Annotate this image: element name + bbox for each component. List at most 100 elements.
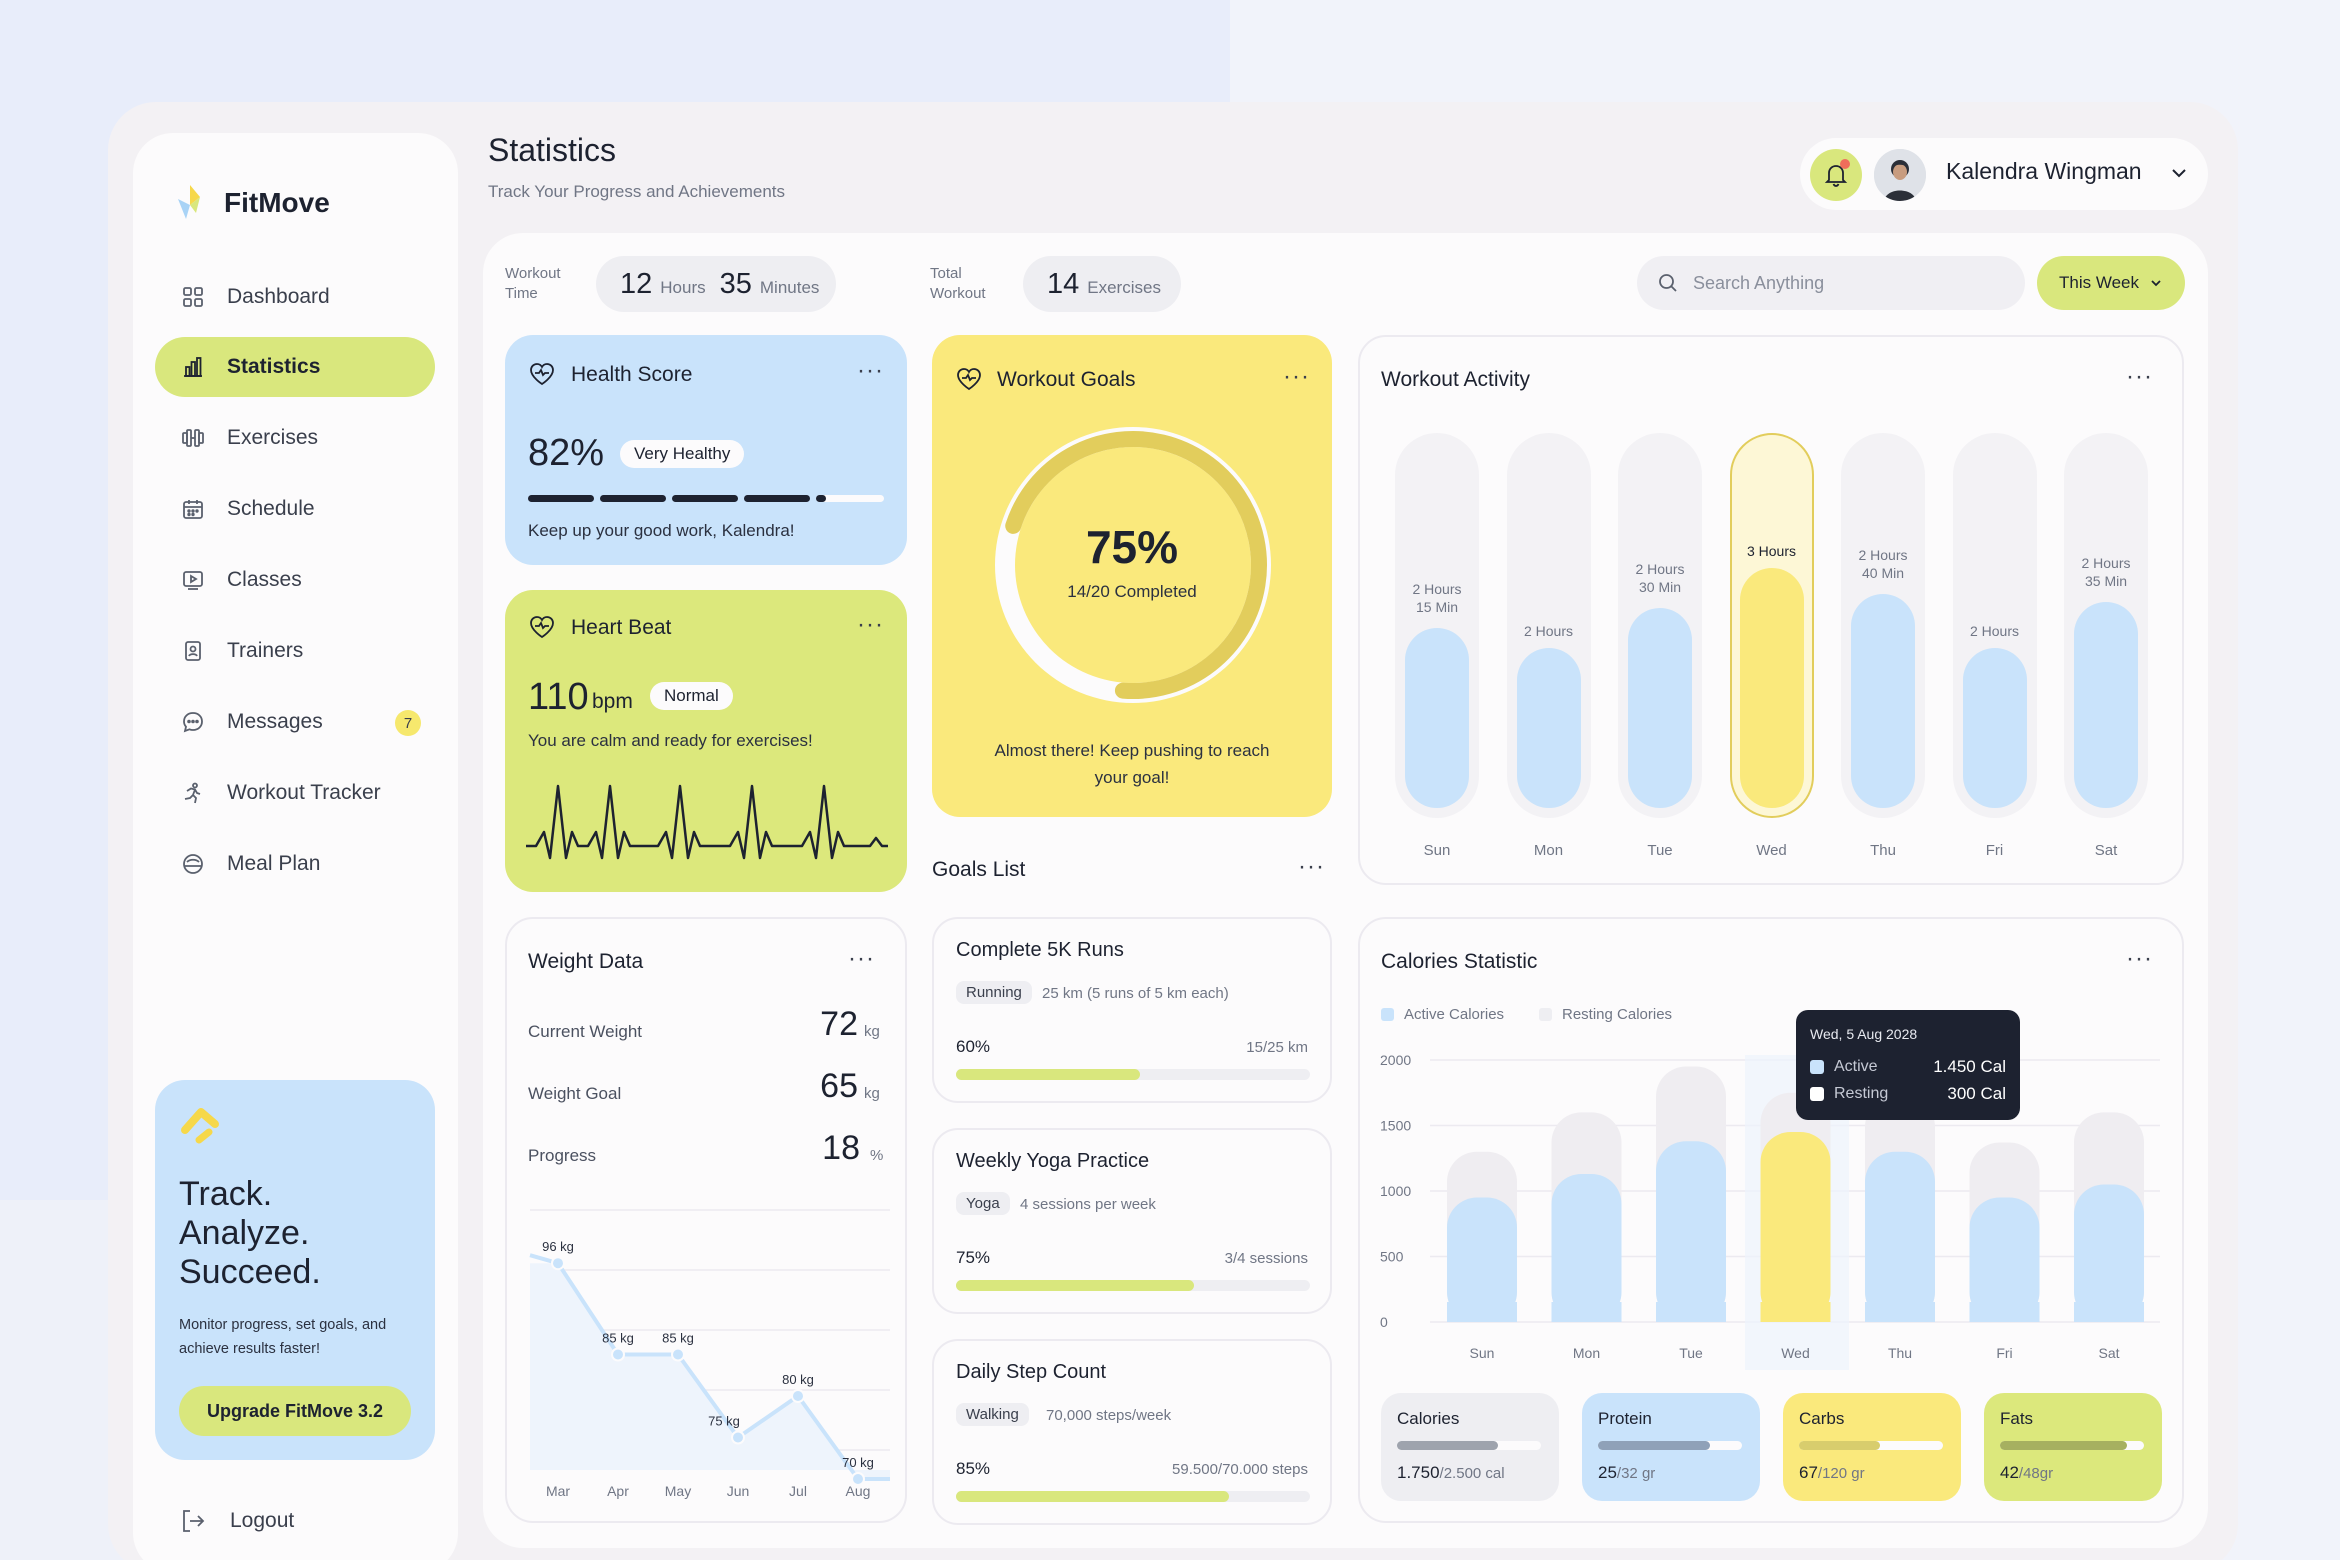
goal-progress-track — [956, 1280, 1310, 1291]
upgrade-button[interactable]: Upgrade FitMove 3.2 — [179, 1386, 411, 1436]
sidebar-item-dashboard[interactable]: Dashboard — [155, 267, 435, 327]
avatar[interactable] — [1874, 149, 1926, 201]
page-title: Statistics — [488, 132, 617, 168]
app-logo[interactable]: FitMove — [170, 183, 330, 223]
tooltip-resting-value: 300 Cal — [1947, 1084, 2006, 1103]
activity-day-label: Sun — [1423, 842, 1451, 859]
weight-goal-value: 65 — [820, 1067, 858, 1105]
sidebar-item-trainers[interactable]: Trainers — [155, 621, 435, 681]
weight-line — [529, 1253, 890, 1481]
sidebar-item-messages[interactable]: Messages 7 — [155, 692, 435, 752]
macro-name: Fats — [2000, 1409, 2034, 1428]
macro-card-protein[interactable]: Protein 25/32 gr — [1582, 1393, 1760, 1501]
x-axis-label: May — [665, 1483, 691, 1499]
macro-card-calories[interactable]: Calories 1.750/2.500 cal — [1381, 1393, 1559, 1501]
legend-swatch-active — [1381, 1008, 1394, 1021]
weight-point — [731, 1430, 745, 1445]
sidebar-item-schedule[interactable]: Schedule — [155, 479, 435, 539]
active-bar — [1656, 1141, 1726, 1322]
more-icon[interactable]: ··· — [2126, 945, 2153, 972]
more-icon[interactable]: ··· — [1298, 853, 1325, 880]
activity-bar — [1628, 608, 1692, 808]
fitmove-logo-icon — [178, 185, 200, 219]
promo-title: Track. Analyze. Succeed. — [179, 1175, 321, 1291]
calories-tooltip: Wed, 5 Aug 2028 Active 1.450 Cal Resting… — [1796, 1010, 2020, 1120]
health-segment — [672, 495, 738, 502]
sidebar-item-workout-tracker[interactable]: Workout Tracker — [155, 763, 435, 823]
active-bar-base — [1447, 1302, 1517, 1322]
sidebar-item-meal-plan[interactable]: Meal Plan — [155, 834, 435, 894]
heartbeat-wave — [526, 784, 888, 860]
sidebar-item-label: Dashboard — [227, 285, 330, 308]
legend-active: Active Calories — [1404, 1006, 1505, 1023]
more-icon[interactable]: ··· — [848, 945, 875, 972]
app-name: FitMove — [224, 187, 330, 218]
y-axis-label: 1500 — [1380, 1118, 1411, 1134]
workout-goals-title: Workout Goals — [997, 368, 1136, 391]
more-icon[interactable]: ··· — [857, 611, 884, 638]
active-bar-base — [2074, 1302, 2144, 1322]
user-menu[interactable]: Kalendra Wingman — [1800, 138, 2208, 210]
logout-button[interactable]: Logout — [180, 1508, 294, 1534]
goal-progress-text: 15/25 km — [1246, 1039, 1308, 1056]
weight-point — [671, 1347, 685, 1362]
activity-day-label: Thu — [1870, 842, 1896, 859]
goal-percent: 75% — [1085, 521, 1179, 573]
logout-icon — [183, 1510, 205, 1532]
more-icon[interactable]: ··· — [2126, 363, 2153, 390]
period-select[interactable]: This Week — [2037, 256, 2185, 310]
heart-icon — [957, 368, 981, 391]
current-weight-value: 72 — [820, 1005, 858, 1043]
heart-beat-value: 110 — [528, 676, 589, 718]
activity-day-label: Fri — [1985, 842, 2004, 859]
calories-bar-chart: 0 500 1000 1500 2000 Sun Mon Tue Wed Thu Fri Sat — [1380, 1052, 2160, 1370]
macro-card-carbs[interactable]: Carbs 67/120 gr — [1783, 1393, 1961, 1501]
bowl-icon — [181, 852, 205, 876]
total-workout-value: 14 Exercises — [1023, 256, 1181, 312]
macro-name: Calories — [1397, 1409, 1460, 1428]
weight-data-title: Weight Data — [528, 950, 644, 973]
active-bar-base — [1551, 1302, 1622, 1322]
weight-point — [551, 1256, 565, 1271]
active-bar — [1551, 1173, 1622, 1322]
current-weight-label: Current Weight — [528, 1022, 643, 1041]
goal-card[interactable]: Complete 5K Runs Running 25 km (5 runs of … — [932, 917, 1332, 1103]
health-segment — [744, 495, 810, 502]
period-label: This Week — [2059, 273, 2139, 292]
macro-fill — [1598, 1441, 1711, 1450]
sidebar-item-statistics[interactable]: Statistics — [155, 337, 435, 397]
search-input[interactable]: Search Anything — [1637, 256, 2025, 310]
sidebar-item-label: Classes — [227, 568, 302, 591]
health-score-value: 82% — [528, 432, 605, 474]
active-bar-base — [1656, 1302, 1726, 1322]
macro-card-fats[interactable]: Fats 42/48gr — [1984, 1393, 2162, 1501]
tooltip-active-label: Active — [1834, 1058, 1878, 1075]
id-badge-icon — [181, 639, 205, 663]
tooltip-swatch-active — [1810, 1060, 1824, 1074]
goal-card[interactable]: Daily Step Count Walking 70,000 steps/week… — [932, 1339, 1332, 1525]
x-axis-label: Jul — [789, 1483, 807, 1499]
goal-message: Almost there! Keep pushing to reach your … — [994, 741, 1270, 787]
activity-bar — [2074, 601, 2138, 808]
goal-card[interactable]: Weekly Yoga Practice Yoga 4 sessions per w… — [932, 1128, 1332, 1314]
activity-bar-label: 2 Hours 30 Min — [1635, 561, 1685, 595]
macro-fill — [2000, 1441, 2127, 1450]
more-icon[interactable]: ··· — [1283, 363, 1310, 390]
sidebar-item-label: Statistics — [227, 355, 321, 378]
calendar-icon — [181, 497, 205, 521]
sidebar-item-exercises[interactable]: Exercises — [155, 408, 435, 468]
sidebar-item-label: Messages — [227, 710, 323, 733]
active-bar — [1447, 1197, 1517, 1322]
dumbbell-icon — [181, 426, 205, 450]
x-axis-label: Wed — [1781, 1345, 1810, 1361]
calories-title: Calories Statistic — [1381, 950, 1538, 973]
workout-activity-title: Workout Activity — [1381, 368, 1530, 391]
sidebar-item-classes[interactable]: Classes — [155, 550, 435, 610]
goal-title: Weekly Yoga Practice — [956, 1150, 1150, 1172]
more-icon[interactable]: ··· — [857, 357, 884, 384]
notification-button[interactable] — [1810, 149, 1862, 201]
weight-point-label: 80 kg — [782, 1372, 814, 1387]
weight-point-label: 70 kg — [842, 1455, 874, 1470]
activity-bar — [1851, 594, 1915, 808]
goal-desc: 4 sessions per week — [1020, 1196, 1156, 1213]
